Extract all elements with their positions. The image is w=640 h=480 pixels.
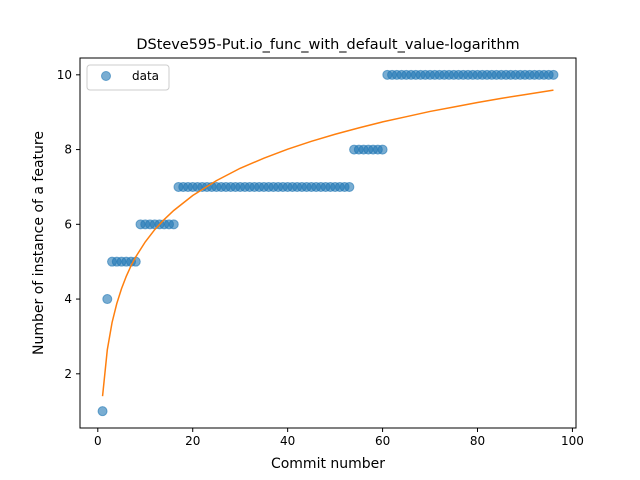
legend-label-data: data (132, 69, 159, 83)
x-axis-label: Commit number (271, 456, 385, 472)
legend-marker-data (101, 71, 111, 81)
y-tick-label: 4 (64, 292, 72, 306)
legend: data (86, 64, 170, 91)
data-point (377, 144, 388, 155)
x-tick-label: 100 (561, 434, 584, 448)
data-point (344, 181, 355, 192)
y-axis: 2 4 6 8 10 (57, 68, 80, 381)
x-axis: 0 20 40 60 80 100 (94, 428, 584, 448)
fit-line (101, 89, 554, 397)
y-axis-label: Number of instance of a feature (31, 131, 47, 355)
x-tick-label: 60 (375, 434, 390, 448)
plot-frame (79, 57, 577, 429)
y-tick-label: 10 (57, 68, 72, 82)
y-tick-label: 8 (64, 143, 72, 157)
data-point (548, 69, 559, 80)
x-tick-label: 20 (185, 434, 200, 448)
data-point (97, 406, 108, 417)
x-tick-label: 0 (94, 434, 102, 448)
y-tick-label: 6 (64, 217, 72, 231)
y-tick-label: 2 (64, 367, 72, 381)
x-tick-label: 80 (470, 434, 485, 448)
x-tick-label: 40 (280, 434, 295, 448)
data-point (168, 219, 179, 230)
data-point (102, 294, 113, 305)
plot-area (97, 69, 559, 417)
chart-title: DSteve595-Put.io_func_with_default_value… (136, 37, 519, 53)
